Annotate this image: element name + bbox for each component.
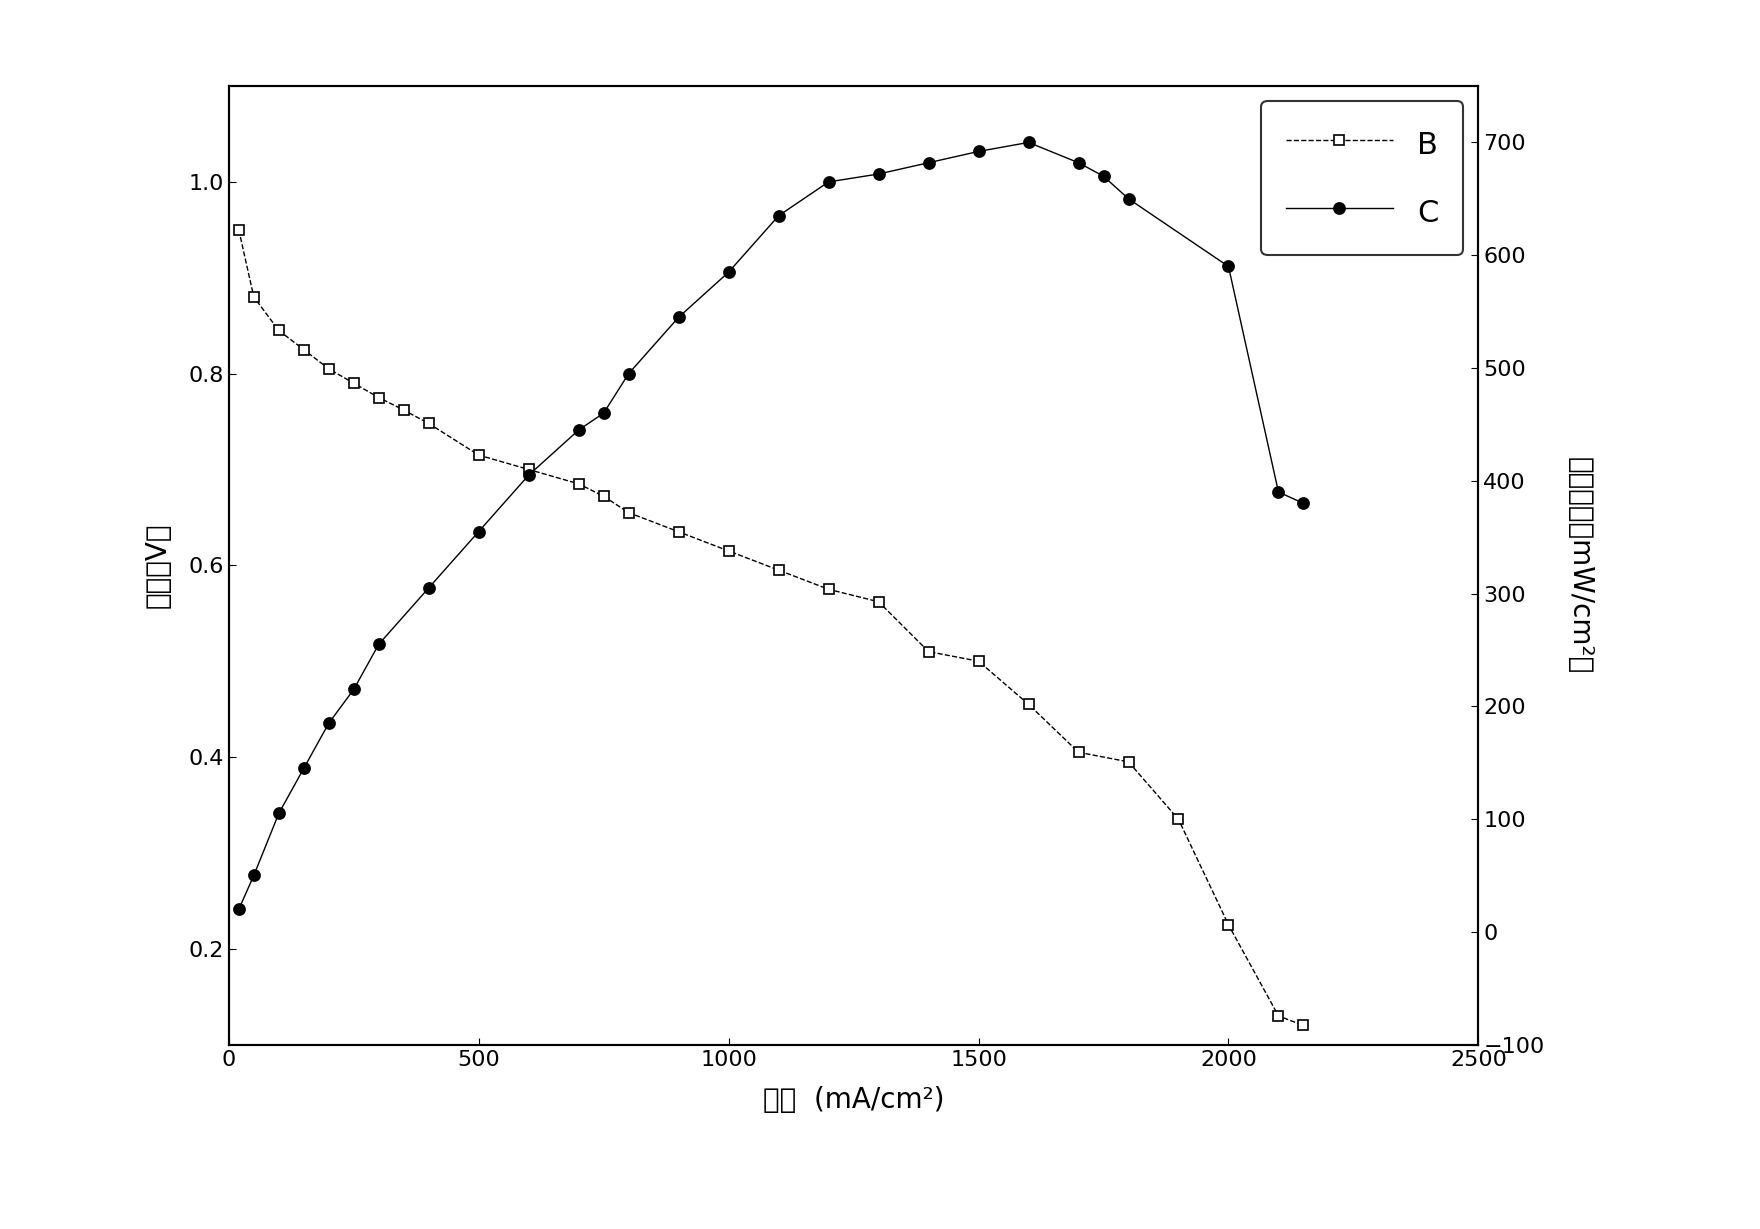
C [818, 175, 840, 189]
B [268, 323, 289, 338]
C [419, 580, 440, 595]
B [718, 543, 739, 558]
C [368, 637, 389, 651]
C [229, 902, 250, 917]
Legend: B, C: B, C [1262, 101, 1463, 256]
C [1267, 484, 1288, 499]
B [968, 654, 989, 669]
C [343, 682, 364, 697]
Y-axis label: 电压（V）: 电压（V） [144, 522, 172, 608]
B [517, 462, 539, 477]
B [294, 342, 315, 356]
C [468, 524, 489, 538]
B [368, 390, 389, 404]
C [319, 715, 340, 730]
C [517, 468, 539, 483]
B [468, 447, 489, 462]
C [243, 868, 264, 882]
B [919, 644, 940, 659]
B [243, 290, 264, 305]
C [718, 264, 739, 279]
C [1294, 497, 1315, 511]
B [1267, 1009, 1288, 1024]
B [319, 361, 340, 376]
B [1218, 917, 1239, 932]
C [1068, 155, 1089, 170]
B [229, 222, 250, 237]
B [669, 525, 690, 540]
C [1017, 135, 1038, 150]
B [818, 581, 840, 596]
B [1068, 745, 1089, 760]
B [618, 505, 639, 520]
C [294, 761, 315, 775]
C [868, 167, 889, 182]
B [568, 477, 590, 492]
X-axis label: 电流  (mA/cm²): 电流 (mA/cm²) [762, 1086, 945, 1115]
B [419, 417, 440, 431]
C [268, 806, 289, 821]
B [868, 595, 889, 610]
C [767, 209, 788, 224]
C [919, 155, 940, 170]
B [1017, 697, 1038, 712]
C [1218, 259, 1239, 274]
C [669, 310, 690, 324]
B [1169, 812, 1190, 827]
B [593, 489, 614, 504]
C [1093, 168, 1114, 183]
C [568, 423, 590, 438]
C [1118, 192, 1139, 206]
B [1118, 755, 1139, 769]
B [1294, 1018, 1315, 1032]
Line: C: C [234, 136, 1309, 914]
B [343, 376, 364, 391]
C [593, 406, 614, 420]
Line: B: B [234, 225, 1308, 1030]
Y-axis label: 功率密度（mW/cm²）: 功率密度（mW/cm²） [1565, 457, 1593, 673]
B [392, 403, 414, 418]
B [767, 563, 788, 578]
C [618, 366, 639, 381]
C [968, 144, 989, 159]
